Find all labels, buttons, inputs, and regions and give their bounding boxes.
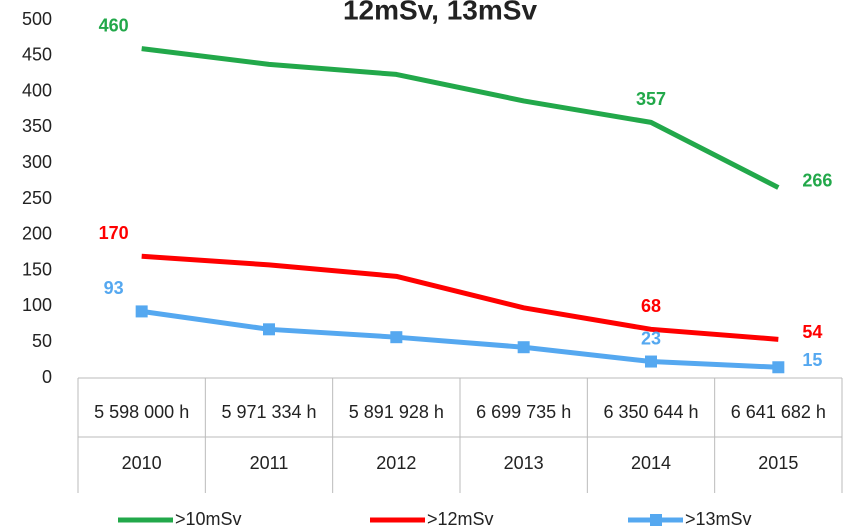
series-line [141,308,779,370]
y-tick-label: 150 [22,259,52,279]
x-tick-label: 2011 [250,453,289,473]
y-tick-label: 300 [22,152,52,172]
x-tick-label: 2015 [758,453,798,473]
point-marker [517,341,530,354]
x-sublabel: 6 350 644 h [603,402,698,422]
data-label: 15 [802,350,822,370]
x-tick-label: 2010 [122,453,162,473]
y-tick-label: 250 [22,188,52,208]
x-sublabel: 5 891 928 h [349,402,444,422]
x-tick-label: 2012 [376,453,416,473]
data-label: 68 [641,296,661,316]
x-sublabel: 6 699 735 h [476,402,571,422]
x-sublabel: 5 971 334 h [221,402,316,422]
y-tick-label: 400 [22,80,52,100]
x-tick-label: 2014 [631,453,671,473]
point-marker [135,305,148,318]
data-label: 54 [802,322,822,342]
point-marker [645,355,657,368]
data-label: 23 [641,328,661,348]
y-tick-label: 100 [22,295,52,315]
point-marker [390,331,403,344]
legend-label: >13mSv [685,509,752,529]
x-sublabel: 6 641 682 h [731,402,826,422]
data-label: 460 [99,15,129,35]
point-marker [772,361,785,374]
y-tick-label: 50 [32,331,52,351]
y-tick-label: 450 [22,45,52,65]
legend-marker [650,514,662,526]
series-line [141,253,779,342]
y-tick-label: 500 [22,9,52,29]
data-label: 266 [802,170,832,190]
legend-label: >10mSv [175,509,242,529]
data-label: 93 [104,278,124,298]
y-tick-label: 0 [42,367,52,387]
y-tick-label: 200 [22,224,52,244]
point-marker [263,323,275,336]
data-label: 170 [99,223,129,243]
legend-label: >12mSv [427,509,494,529]
x-tick-label: 2013 [504,453,544,473]
y-tick-label: 350 [22,116,52,136]
x-sublabel: 5 598 000 h [94,402,189,422]
data-label: 357 [636,89,666,109]
chart-title: 12mSv, 13mSv [343,0,537,25]
series-line [141,46,780,190]
